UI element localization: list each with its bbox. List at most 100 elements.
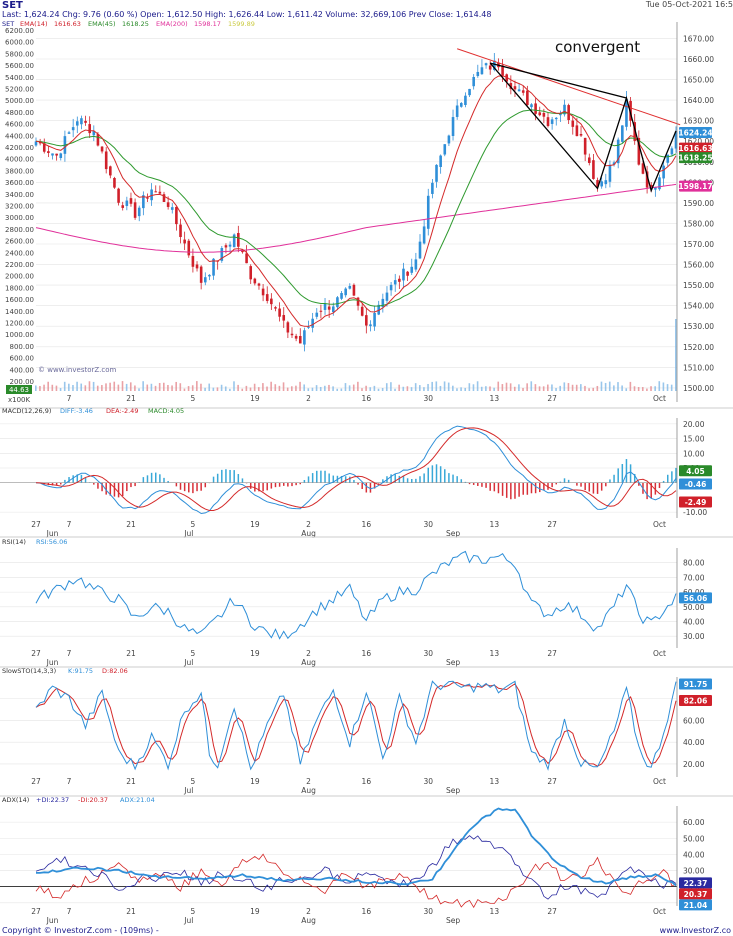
price-axis-tick: 1550.00: [683, 281, 714, 290]
candle-body: [443, 144, 447, 155]
price-axis-tick: 1590.00: [683, 199, 714, 208]
candle-body: [336, 297, 339, 308]
volume-bar: [249, 387, 252, 391]
price-date-tick: 21: [126, 394, 136, 403]
price-badge: 1618.25: [678, 152, 713, 164]
volume-bar: [534, 384, 537, 391]
volume-bar: [547, 384, 549, 391]
stoch-date-tick: 21: [126, 777, 136, 786]
price-axis-tick: 1530.00: [683, 322, 714, 331]
volume-bar: [146, 384, 149, 391]
candle-body: [42, 143, 46, 152]
price-legend-item: 1598.17: [194, 20, 221, 28]
candle-body: [658, 177, 661, 190]
volume-bar: [311, 387, 314, 391]
volume-bar: [662, 382, 665, 391]
macd-date-tick: 16: [362, 520, 372, 529]
volume-bar: [59, 388, 62, 391]
candle-body: [406, 271, 409, 276]
volume-bar: [410, 387, 413, 391]
candle-body: [426, 195, 430, 229]
stoch-date-tick: 27: [547, 777, 557, 786]
volume-bar: [580, 384, 582, 391]
volume-bar: [402, 386, 405, 391]
ema200-line: [35, 183, 677, 253]
volume-badge-label: 44.63: [9, 386, 29, 394]
candle-body: [579, 134, 583, 136]
candle-body: [195, 264, 199, 269]
volume-bar: [295, 385, 297, 391]
volume-bar: [241, 388, 244, 391]
price-date-tick: 5: [191, 394, 196, 403]
candle-body: [88, 124, 91, 134]
candle-body: [348, 286, 352, 289]
volume-bar: [266, 386, 268, 391]
price-legend-item: EMA(14): [20, 20, 48, 28]
svg-text:82.06: 82.06: [684, 697, 708, 706]
candle-body: [237, 232, 240, 247]
volume-bar: [485, 386, 487, 391]
volume-axis-tick: 4600.00: [5, 121, 34, 129]
volume-bar: [262, 383, 264, 391]
price-axis-tick: 1560.00: [683, 261, 714, 270]
candle-body: [307, 326, 310, 328]
price-date-tick: 7: [67, 394, 72, 403]
candle-body: [117, 188, 120, 203]
macd-date-tick: 2: [306, 520, 311, 529]
volume-bar: [187, 386, 190, 391]
candle-body: [633, 122, 637, 141]
volume-bar: [307, 388, 310, 391]
candle-body: [241, 249, 244, 253]
candle-body: [290, 333, 294, 336]
volume-bar: [369, 387, 372, 391]
stoch-axis-tick: 60.00: [683, 716, 705, 725]
volume-bar: [522, 387, 524, 391]
macd-legend-item: MACD(12,26,9): [2, 407, 51, 415]
price-legend-item: 1616.63: [54, 20, 81, 28]
volume-bar: [220, 384, 223, 391]
adx-month: Sep: [446, 916, 460, 925]
volume-axis-tick: 2600.00: [5, 238, 34, 246]
candle-body: [385, 292, 389, 301]
candle-body: [422, 226, 426, 244]
adx-legend-item: ADX(14): [2, 796, 29, 804]
volume-bar: [567, 383, 570, 391]
svg-text:21.04: 21.04: [684, 901, 708, 910]
volume-bar: [183, 388, 186, 391]
volume-bar: [650, 386, 652, 391]
volume-bar: [452, 385, 454, 391]
volume-bar: [419, 385, 421, 391]
candle-body: [418, 241, 422, 259]
candle-body: [228, 244, 232, 247]
volume-bar: [80, 383, 83, 391]
candle-body: [315, 312, 319, 317]
candle-body: [654, 187, 657, 190]
macd-badge: -2.49: [679, 496, 712, 508]
macd-date-tick: 5: [191, 520, 196, 529]
candle-body: [666, 154, 670, 163]
candle-body: [360, 306, 364, 316]
rsi-month: Jul: [183, 658, 193, 667]
price-axis-tick: 1500.00: [683, 384, 714, 393]
candle-body: [191, 256, 195, 267]
price-axis-tick: 1650.00: [683, 76, 714, 85]
macd-legend-item: DIFF:-3.46: [60, 407, 93, 415]
price-axis-tick: 1640.00: [683, 96, 714, 105]
stoch-date-tick: 16: [362, 777, 372, 786]
candle-body: [356, 297, 360, 306]
volume-bar: [666, 384, 669, 391]
volume-bar: [63, 381, 66, 391]
adx-month: Jun: [46, 916, 59, 925]
volume-bar: [513, 386, 516, 391]
volume-bar: [596, 385, 599, 391]
rsi-date-tick: 7: [67, 649, 72, 658]
volume-axis-tick: 3400.00: [5, 191, 34, 199]
volume-bar: [501, 384, 504, 391]
candle-body: [47, 151, 50, 154]
volume-bar: [443, 381, 446, 391]
price-badge: 1598.17: [678, 180, 713, 192]
stoch-date-tick: 27: [31, 777, 41, 786]
adx-minus-di-line: [35, 853, 677, 909]
candle-body: [249, 266, 253, 280]
price-legend-item: EMA(200): [156, 20, 188, 28]
